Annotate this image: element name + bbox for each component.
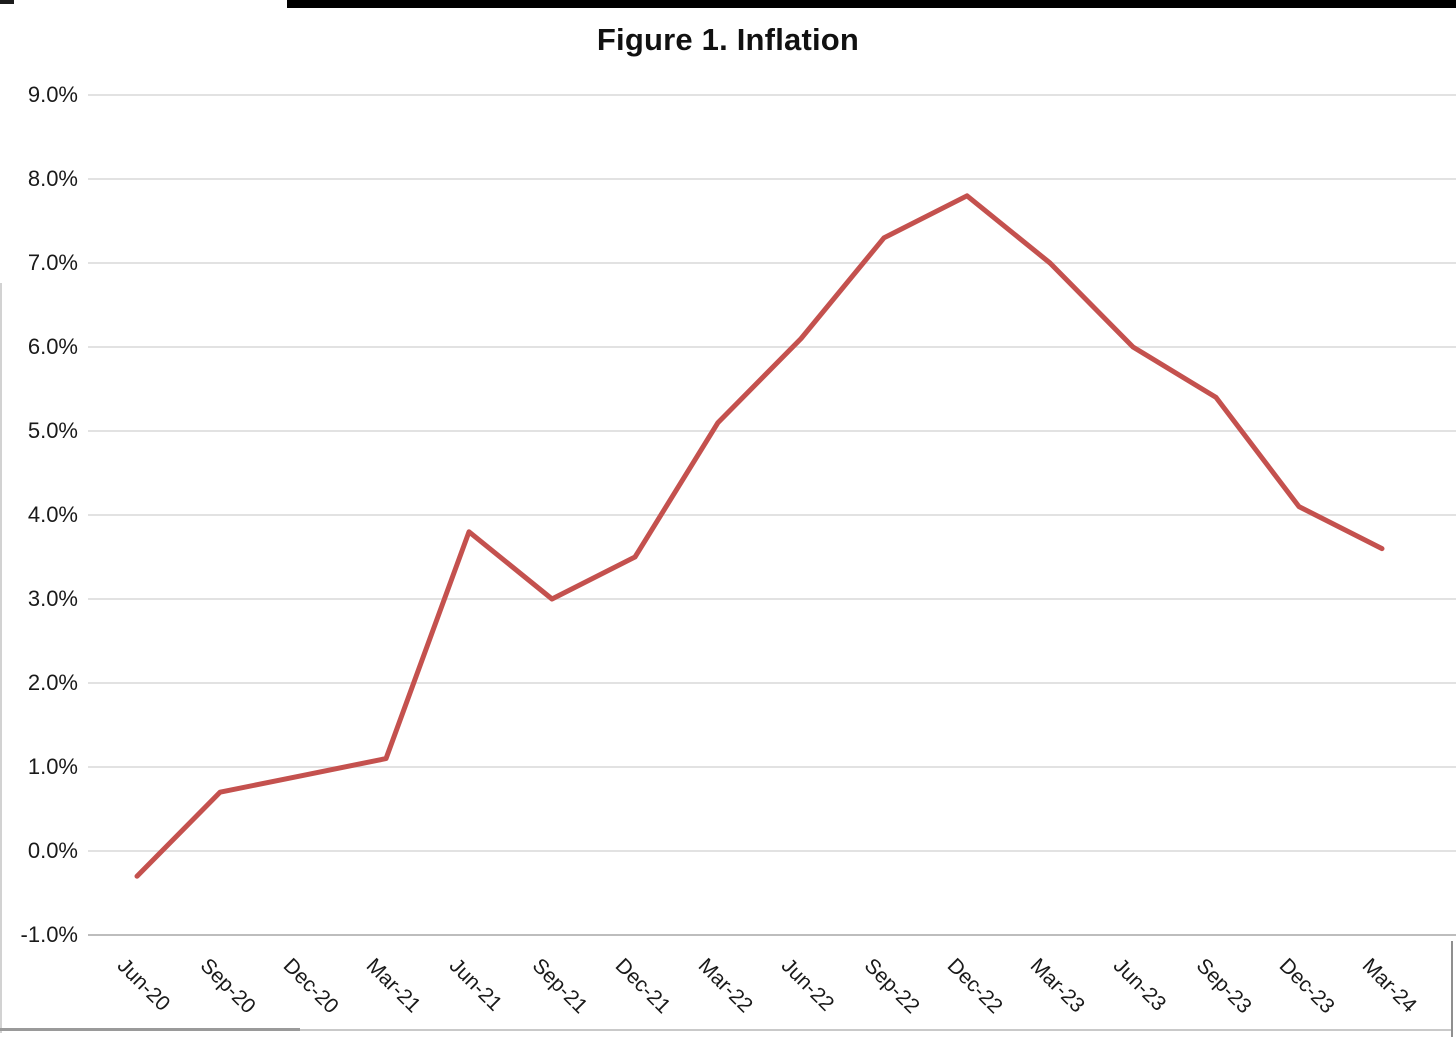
- window-edge-bottom-line-dark: [0, 1028, 300, 1031]
- window-edge-top-bar: [287, 0, 1456, 8]
- y-axis-tick-label: 5.0%: [27, 418, 78, 443]
- window-edge-right-line: [1451, 941, 1453, 1037]
- y-axis-tick-label: 7.0%: [27, 250, 78, 275]
- y-axis-tick-label: 8.0%: [27, 166, 78, 191]
- y-axis-tick-label: 0.0%: [27, 838, 78, 863]
- y-axis-tick-label: 9.0%: [27, 82, 78, 107]
- y-axis-tick-label: 4.0%: [27, 502, 78, 527]
- y-axis-tick-label: 1.0%: [27, 754, 78, 779]
- window-edge-bottom-line-light: [300, 1029, 1452, 1031]
- window-edge-top-left-notch: [0, 0, 14, 4]
- chart-title: Figure 1. Inflation: [596, 22, 860, 57]
- y-axis-tick-label: 6.0%: [27, 334, 78, 359]
- inflation-line-series: [134, 193, 1385, 879]
- y-axis-tick-label: 2.0%: [27, 670, 78, 695]
- y-axis-tick-label: 3.0%: [27, 586, 78, 611]
- y-axis-tick-label: -1.0%: [20, 922, 78, 947]
- window-edge-left-line: [0, 283, 2, 1033]
